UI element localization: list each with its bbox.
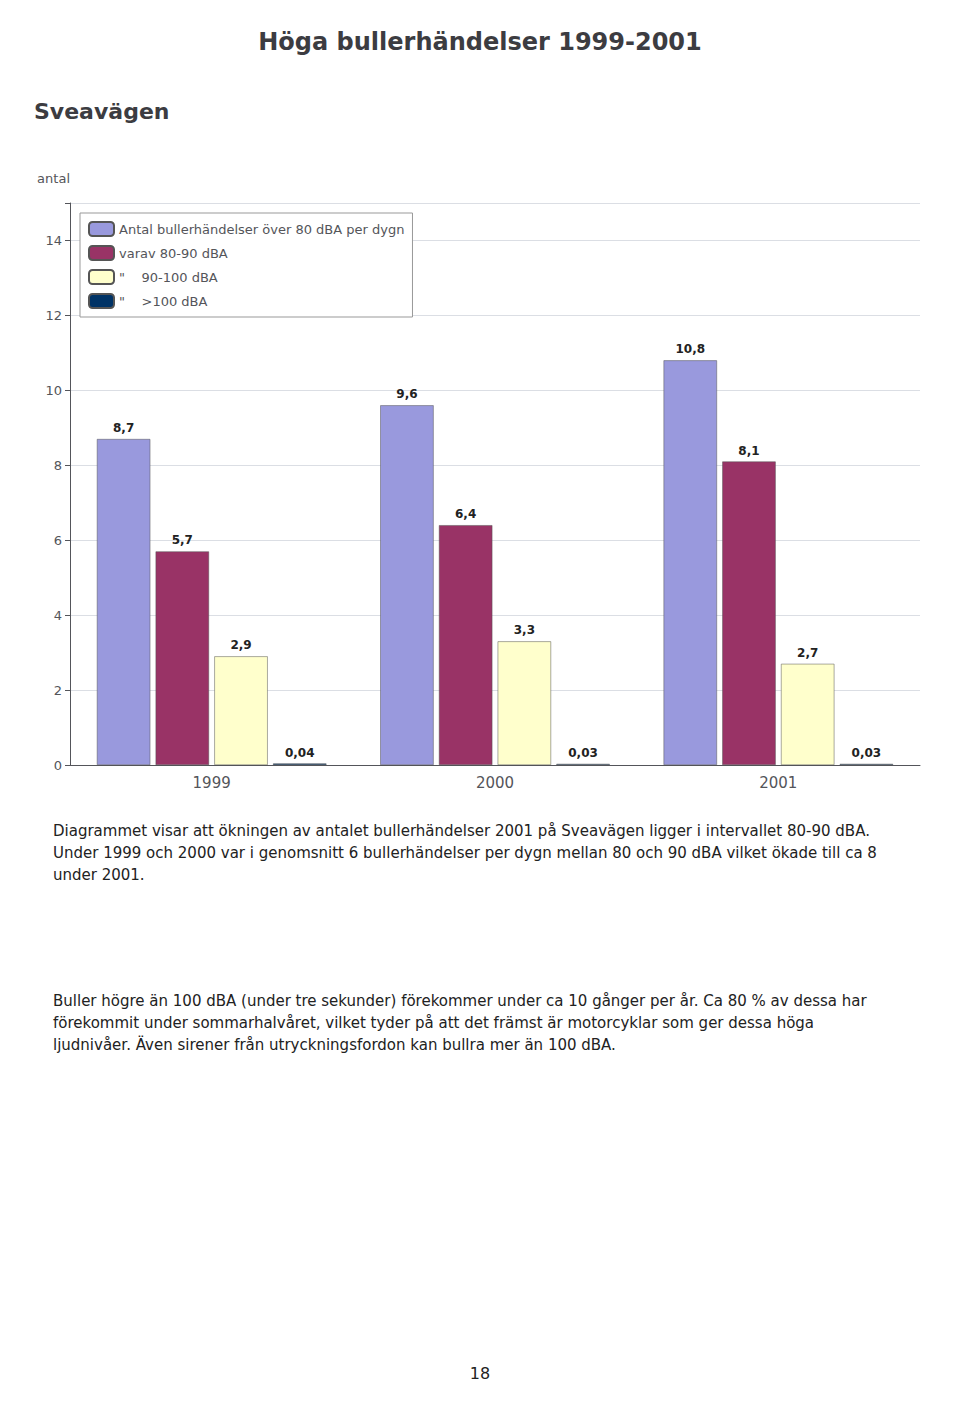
- svg-text:" >100 dBA: " >100 dBA: [119, 294, 208, 309]
- svg-text:2001: 2001: [759, 774, 797, 792]
- svg-text:5,7: 5,7: [172, 533, 193, 547]
- svg-text:12: 12: [45, 308, 62, 323]
- svg-text:ljudnivåer. Även sirener från: ljudnivåer. Även sirener från utryckning…: [53, 1035, 616, 1054]
- svg-text:1999: 1999: [193, 774, 231, 792]
- svg-text:2,7: 2,7: [797, 646, 818, 660]
- svg-text:varav 80-90 dBA: varav 80-90 dBA: [119, 246, 228, 261]
- svg-text:antal: antal: [37, 171, 70, 186]
- svg-text:Sveavägen: Sveavägen: [34, 99, 169, 124]
- svg-text:4: 4: [54, 608, 62, 623]
- svg-text:" 90-100 dBA: " 90-100 dBA: [119, 270, 218, 285]
- svg-text:Buller högre än 100 dBA (under: Buller högre än 100 dBA (under tre sekun…: [53, 992, 871, 1010]
- svg-text:Diagrammet visar att ökningen: Diagrammet visar att ökningen av antalet…: [53, 822, 875, 840]
- svg-text:6,4: 6,4: [455, 507, 476, 521]
- svg-text:10,8: 10,8: [675, 342, 705, 356]
- svg-text:8,7: 8,7: [113, 421, 134, 435]
- svg-text:10: 10: [45, 383, 62, 398]
- svg-text:8,1: 8,1: [738, 444, 759, 458]
- svg-text:6: 6: [54, 533, 62, 548]
- svg-text:Under 1999 och 2000 var i geno: Under 1999 och 2000 var i genomsnitt 6 b…: [53, 844, 882, 862]
- svg-text:0,04: 0,04: [285, 746, 315, 760]
- svg-text:0: 0: [54, 758, 62, 773]
- svg-text:0,03: 0,03: [568, 746, 598, 760]
- svg-text:förekommit under sommarhalvåre: förekommit under sommarhalvåret, vilket …: [53, 1014, 819, 1032]
- svg-text:2000: 2000: [476, 774, 514, 792]
- svg-text:14: 14: [45, 233, 62, 248]
- svg-text:18: 18: [470, 1364, 490, 1383]
- svg-text:3,3: 3,3: [514, 623, 535, 637]
- svg-text:2,9: 2,9: [230, 638, 251, 652]
- svg-text:2: 2: [54, 683, 62, 698]
- svg-text:Höga bullerhändelser 1999-2001: Höga bullerhändelser 1999-2001: [258, 28, 702, 56]
- svg-text:Antal bullerhändelser över 80: Antal bullerhändelser över 80 dBA per dy…: [119, 222, 404, 237]
- svg-text:8: 8: [54, 458, 62, 473]
- svg-text:0,03: 0,03: [852, 746, 882, 760]
- svg-text:9,6: 9,6: [396, 387, 417, 401]
- svg-text:under 2001.: under 2001.: [53, 866, 145, 884]
